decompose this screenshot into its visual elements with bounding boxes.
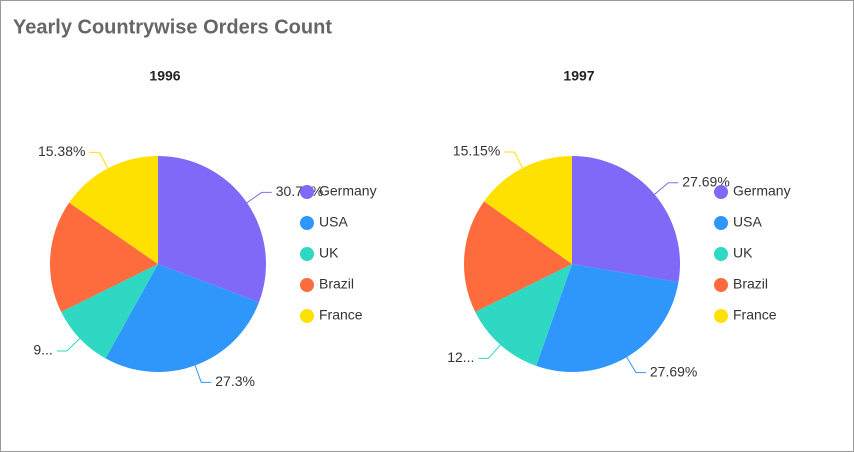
data-label: 27.69% xyxy=(682,173,729,189)
data-label: 27.3% xyxy=(215,373,255,389)
leader-line xyxy=(246,191,272,204)
data-label: 30.77% xyxy=(276,183,323,199)
legend-swatch xyxy=(300,309,314,323)
legend-swatch xyxy=(714,278,728,292)
data-label: 12... xyxy=(447,349,474,365)
pie-slice xyxy=(49,202,158,312)
data-label: 9... xyxy=(33,342,52,358)
legend-swatch xyxy=(300,185,314,199)
leader-line xyxy=(194,365,212,383)
pie-slice xyxy=(475,264,572,366)
pie-slice xyxy=(69,156,158,264)
legend-label: Germany xyxy=(733,183,791,199)
chart-title: 1997 xyxy=(563,68,594,84)
legend-label: USA xyxy=(733,214,762,230)
leader-line xyxy=(89,151,109,169)
pie-slice xyxy=(484,156,572,264)
legend-swatch xyxy=(300,216,314,230)
pie-slice xyxy=(158,156,266,303)
legend-swatch xyxy=(300,247,314,261)
legend-label: Brazil xyxy=(319,276,354,292)
legend-swatch xyxy=(714,309,728,323)
pie-slice xyxy=(105,264,259,372)
legend-label: France xyxy=(319,307,363,323)
data-label: 15.15% xyxy=(453,143,500,159)
legend-label: UK xyxy=(733,245,753,261)
chart-title: 1996 xyxy=(149,68,180,84)
legend-swatch xyxy=(300,278,314,292)
leader-line xyxy=(654,182,679,195)
legend-label: Germany xyxy=(319,183,377,199)
leader-line xyxy=(56,338,81,352)
legend-label: UK xyxy=(319,245,339,261)
legend-swatch xyxy=(714,216,728,230)
legend-swatch xyxy=(714,185,728,199)
legend-label: Brazil xyxy=(733,276,768,292)
leader-line xyxy=(504,151,523,169)
leader-line xyxy=(478,344,501,359)
pie-slice xyxy=(61,264,158,359)
legend-swatch xyxy=(714,247,728,261)
pie-slice xyxy=(464,201,572,312)
panel-title: Yearly Countrywise Orders Count xyxy=(13,16,332,38)
pie-slice xyxy=(536,264,679,372)
data-label: 15.38% xyxy=(38,143,85,159)
pie-slice xyxy=(572,156,680,283)
data-label: 27.69% xyxy=(650,363,697,379)
leader-line xyxy=(626,356,646,374)
legend-label: France xyxy=(733,307,777,323)
legend-label: USA xyxy=(319,214,348,230)
